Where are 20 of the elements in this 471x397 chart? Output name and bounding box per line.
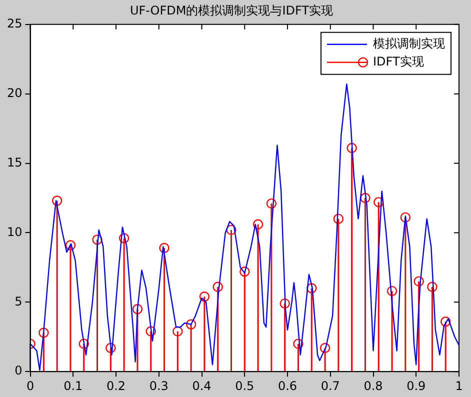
x-tick-label: 0.7	[320, 378, 340, 393]
y-tick-label: 5	[14, 294, 22, 308]
x-tick-label: 0.1	[64, 378, 83, 393]
x-tick-label: 0.9	[406, 378, 426, 393]
x-tick-label: 0.4	[192, 378, 212, 393]
x-tick-label: 0.6	[278, 378, 298, 393]
legend-label: 模拟调制实现	[373, 36, 445, 51]
chart-title: UF-OFDM的模拟调制实现与IDFT实现	[130, 3, 334, 18]
y-tick-label: 20	[6, 86, 22, 100]
y-tick-label: 25	[6, 16, 22, 31]
x-tick-label: 0.8	[364, 378, 383, 393]
x-tick-label: 1	[455, 378, 463, 393]
x-tick-label: 0	[26, 378, 34, 393]
y-tick-label: 15	[6, 155, 22, 170]
y-tick-label: 10	[6, 224, 22, 239]
x-tick-label: 0.5	[235, 378, 254, 393]
x-tick-label: 0.3	[149, 378, 168, 393]
x-tick-label: 0.2	[106, 378, 126, 393]
y-tick-label: 0	[14, 364, 22, 378]
legend-label: IDFT实现	[373, 54, 424, 69]
